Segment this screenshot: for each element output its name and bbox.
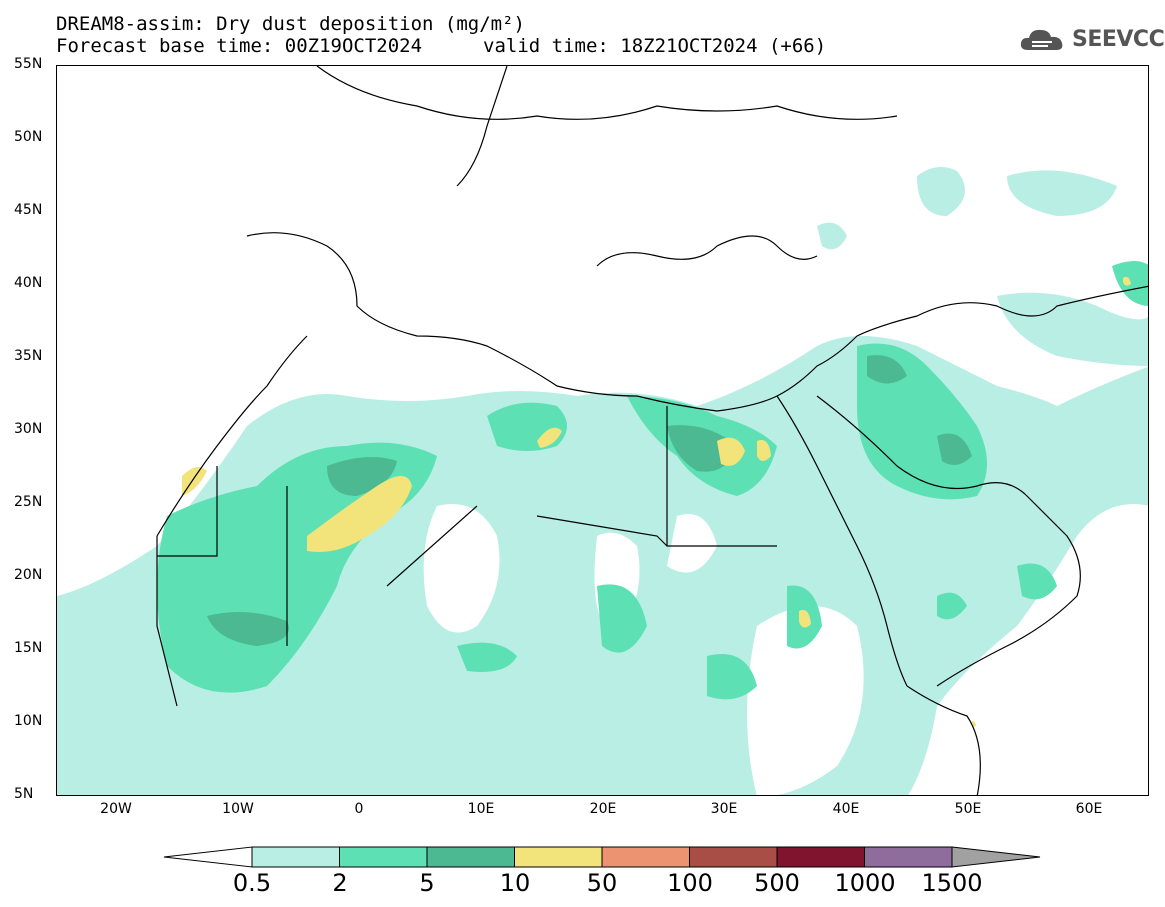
lon-label: 0 bbox=[354, 801, 364, 817]
lat-label: 30N bbox=[14, 421, 43, 437]
colorbar-cell bbox=[426, 846, 515, 868]
lat-label: 50N bbox=[14, 129, 43, 145]
lon-label: 30E bbox=[710, 801, 738, 817]
colorbar-label: 5 bbox=[419, 869, 435, 897]
lon-label: 10W bbox=[222, 801, 254, 817]
lon-label: 50E bbox=[954, 801, 982, 817]
dust-field-yellow bbox=[182, 276, 1131, 727]
lat-label: 35N bbox=[14, 348, 43, 364]
colorbar-label: 10 bbox=[499, 869, 531, 897]
map-canvas bbox=[57, 66, 1148, 795]
logo-text: SEEVCCC bbox=[1072, 26, 1165, 52]
colorbar-label: 2 bbox=[332, 869, 348, 897]
cloud-icon bbox=[1020, 29, 1063, 50]
colorbar-cell bbox=[776, 846, 865, 868]
colorbar-cell bbox=[689, 846, 778, 868]
dust-deposition-map bbox=[56, 65, 1149, 796]
lat-label: 10N bbox=[14, 713, 43, 729]
dust-field-dark bbox=[207, 355, 972, 646]
valid-time: valid time: 18Z21OCT2024 (+66) bbox=[483, 35, 827, 57]
colorbar-lower-arrow bbox=[163, 846, 253, 868]
lat-label: 55N bbox=[14, 56, 43, 72]
coastlines-and-borders bbox=[156, 66, 1148, 795]
colorbar-label: 1500 bbox=[921, 869, 983, 897]
lon-label: 40E bbox=[832, 801, 860, 817]
colorbar-cell bbox=[864, 846, 953, 868]
forecast-base-time: Forecast base time: 00Z19OCT2024 bbox=[56, 35, 423, 57]
colorbar-cell bbox=[601, 846, 690, 868]
colorbar-label: 0.5 bbox=[232, 869, 272, 897]
lat-label: 45N bbox=[14, 202, 43, 218]
lat-label: 25N bbox=[14, 494, 43, 510]
lat-label: 20N bbox=[14, 567, 43, 583]
lat-label: 5N bbox=[14, 786, 34, 802]
colorbar bbox=[163, 846, 1041, 868]
lon-label: 10E bbox=[467, 801, 495, 817]
lat-label: 15N bbox=[14, 640, 43, 656]
lon-label: 20W bbox=[100, 801, 132, 817]
colorbar-label: 1000 bbox=[834, 869, 896, 897]
colorbar-label: 50 bbox=[586, 869, 618, 897]
colorbar-label: 100 bbox=[667, 869, 713, 897]
colorbar-cell bbox=[251, 846, 340, 868]
colorbar-upper-arrow bbox=[951, 846, 1041, 868]
map-title: DREAM8-assim: Dry dust deposition (mg/m²… bbox=[56, 13, 525, 35]
lon-label: 60E bbox=[1075, 801, 1103, 817]
lon-label: 20E bbox=[589, 801, 617, 817]
colorbar-label: 500 bbox=[754, 869, 800, 897]
seevccc-logo: SEEVCCC bbox=[1018, 24, 1165, 54]
colorbar-cell bbox=[339, 846, 428, 868]
colorbar-cell bbox=[514, 846, 603, 868]
lat-label: 40N bbox=[14, 275, 43, 291]
